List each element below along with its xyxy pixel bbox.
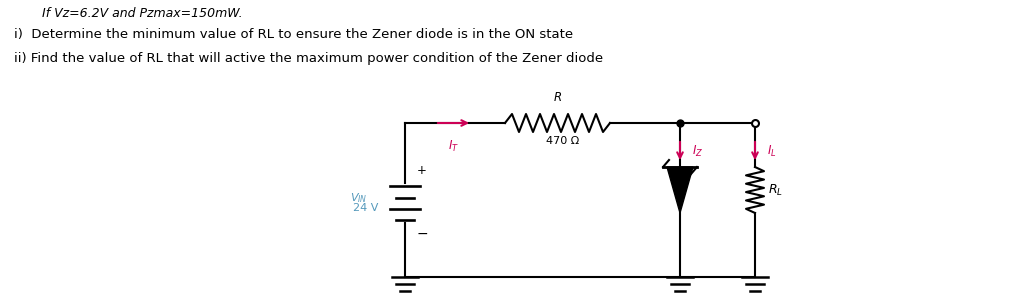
Text: $I_L$: $I_L$ bbox=[767, 143, 776, 158]
Text: $I_T$: $I_T$ bbox=[448, 139, 459, 154]
Text: If Vz=6.2V and Pzmax=150mW.: If Vz=6.2V and Pzmax=150mW. bbox=[42, 7, 242, 20]
Text: −: − bbox=[417, 227, 429, 241]
Text: i)  Determine the minimum value of RL to ensure the Zener diode is in the ON sta: i) Determine the minimum value of RL to … bbox=[14, 28, 573, 41]
Polygon shape bbox=[667, 167, 693, 213]
Text: 24 V: 24 V bbox=[353, 203, 379, 213]
Text: $R_L$: $R_L$ bbox=[768, 182, 783, 198]
Text: $I_Z$: $I_Z$ bbox=[692, 143, 703, 158]
Text: ii) Find the value of RL that will active the maximum power condition of the Zen: ii) Find the value of RL that will activ… bbox=[14, 52, 604, 65]
Text: +: + bbox=[417, 164, 427, 177]
Text: R: R bbox=[553, 91, 562, 104]
Text: $V_{IN}$: $V_{IN}$ bbox=[350, 191, 367, 205]
Text: 470 Ω: 470 Ω bbox=[546, 136, 579, 146]
